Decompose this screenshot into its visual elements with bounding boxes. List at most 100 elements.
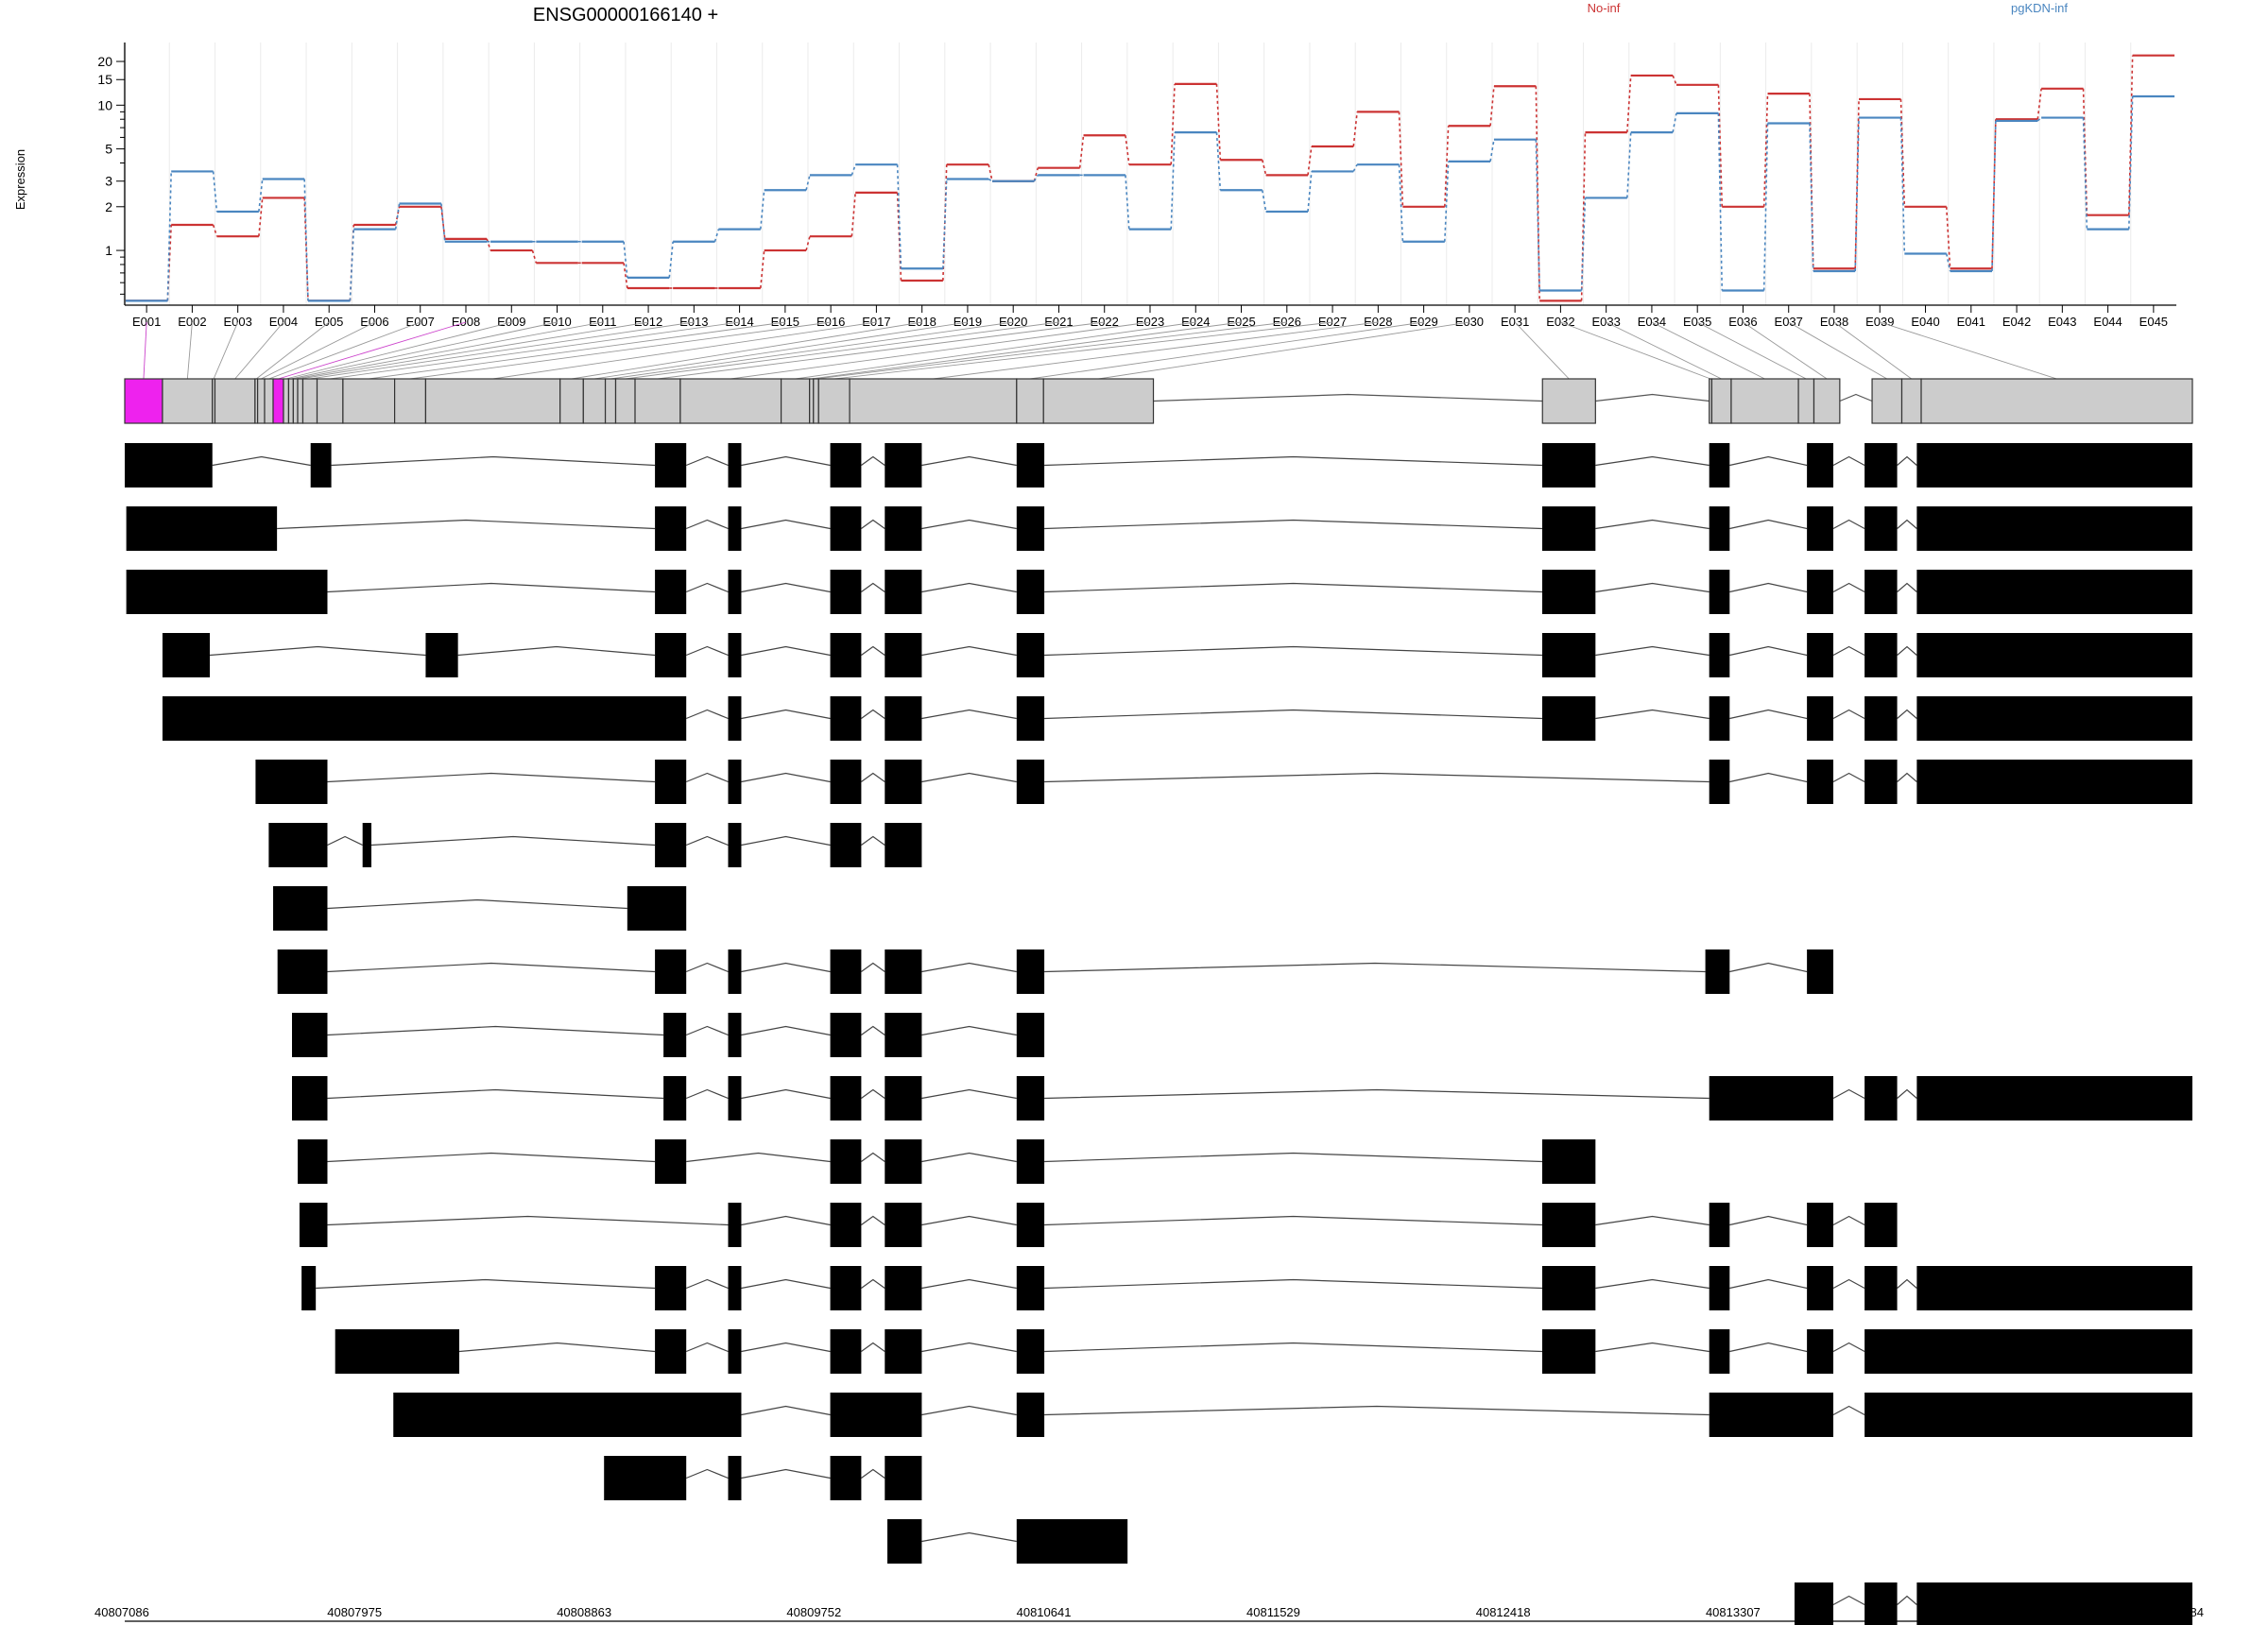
transcript-exon: [885, 570, 922, 614]
transcript-exon: [1864, 633, 1898, 677]
series-connector: [1717, 112, 1724, 291]
transcript-intron: [921, 772, 1017, 783]
transcript-exon: [1864, 1582, 1898, 1625]
x-tick-label: E030: [1455, 315, 1484, 329]
x-tick-label: E006: [360, 315, 388, 329]
transcript-exon: [1016, 570, 1045, 614]
transcript-intron: [921, 1278, 1017, 1290]
transcript-intron: [741, 1278, 831, 1290]
transcript-exon: [1916, 696, 2192, 741]
transcript-exon: [830, 760, 862, 804]
x-tick-label: E045: [2139, 315, 2168, 329]
transcript-intron: [685, 962, 729, 973]
genome-tick-label: 40812418: [1476, 1605, 1531, 1619]
x-tick-label: E041: [1957, 315, 1985, 329]
transcript-exon: [830, 1139, 862, 1184]
gene-model-exon: [394, 378, 427, 424]
transcript-exon: [655, 570, 687, 614]
x-tick-label: E023: [1136, 315, 1164, 329]
transcript-exon: [1864, 1076, 1898, 1120]
x-tick-label: E022: [1091, 315, 1119, 329]
transcript-tracks: [125, 443, 2192, 1625]
series-connector: [1307, 171, 1313, 213]
series-connector: [1535, 86, 1540, 301]
transcript-intron: [741, 709, 831, 720]
x-tick-label: E034: [1638, 315, 1666, 329]
exon-connector: [833, 321, 1333, 380]
gene-model-exon: [614, 378, 636, 424]
transcript-exon: [1709, 1329, 1730, 1374]
series-connector: [1899, 98, 1906, 207]
transcript-intron: [327, 772, 656, 783]
gene-model-exon: [316, 378, 344, 424]
series-connector: [2128, 55, 2134, 215]
series-connector: [1945, 206, 1951, 269]
y-tick-label: 5: [105, 142, 112, 157]
series-connector: [623, 263, 628, 289]
exon-connector: [409, 321, 832, 380]
x-tick-label: E029: [1409, 315, 1437, 329]
transcript-exon: [830, 823, 862, 867]
transcript-exon: [885, 443, 922, 488]
transcript-exon: [126, 570, 328, 614]
transcript-intron: [316, 1278, 656, 1290]
transcript-exon: [885, 1329, 922, 1374]
transcript-exon: [655, 443, 687, 488]
transcript-exon: [830, 696, 862, 741]
transcript-intron: [861, 519, 885, 529]
transcript-intron: [1044, 1278, 1542, 1290]
series-connector: [394, 203, 401, 230]
transcript-intron: [1044, 519, 1542, 530]
x-tick-label: E038: [1820, 315, 1848, 329]
gene-model-exon: [1730, 378, 1799, 424]
exon-connector: [1651, 321, 1765, 380]
series-connector: [212, 224, 218, 237]
x-tick-label: E042: [2002, 315, 2031, 329]
transcript-exon: [1541, 1203, 1596, 1247]
x-tick-label: E020: [999, 315, 1027, 329]
transcript-exon: [1016, 1519, 1128, 1564]
exon-connector: [255, 321, 330, 380]
transcript-exon: [291, 1076, 328, 1120]
genome-tick-label: 40813307: [1706, 1605, 1761, 1619]
transcript-exon: [728, 1456, 742, 1500]
transcript-exon: [1864, 696, 1898, 741]
exon-connector: [1606, 321, 1722, 380]
transcript-intron: [741, 519, 831, 530]
transcript-exon: [830, 1456, 862, 1500]
transcript-intron: [921, 1088, 1017, 1100]
transcript-exon: [1916, 633, 2192, 677]
series-connector: [988, 164, 993, 181]
transcript-exon: [1916, 1076, 2192, 1120]
transcript-intron: [741, 962, 831, 973]
transcript-intron: [921, 1531, 1017, 1543]
transcript-exon: [126, 506, 278, 551]
series-connector: [1444, 126, 1450, 207]
gene-model-exon: [634, 378, 681, 424]
gene-model-exon: [1871, 378, 1903, 424]
series-connector: [1991, 120, 1997, 272]
chart-title: ENSG00000166140 +: [533, 5, 718, 26]
transcript-intron: [685, 1025, 729, 1036]
series-connector: [1352, 111, 1358, 147]
transcript-intron: [921, 645, 1017, 657]
gene-model-exon: [162, 378, 214, 424]
transcript-intron: [1897, 582, 1917, 592]
transcript-exon: [1916, 570, 2192, 614]
transcript-exon: [1709, 1266, 1730, 1310]
transcript-exon: [830, 506, 862, 551]
gene-model-exon: [301, 378, 318, 424]
series-connector: [1535, 139, 1540, 291]
transcript-exon: [1541, 443, 1596, 488]
transcript-exon: [1541, 1139, 1596, 1184]
transcript-exon: [335, 1329, 459, 1374]
transcript-intron: [1044, 1152, 1542, 1163]
x-tick-label: E008: [452, 315, 480, 329]
transcript-exon: [885, 633, 922, 677]
series-connector: [1762, 94, 1769, 207]
gene-model-exon: [559, 378, 584, 424]
x-tick-label: E014: [725, 315, 753, 329]
transcript-exon: [1016, 1266, 1045, 1310]
transcript-intron: [1595, 519, 1710, 530]
transcript-exon: [1709, 1076, 1834, 1120]
